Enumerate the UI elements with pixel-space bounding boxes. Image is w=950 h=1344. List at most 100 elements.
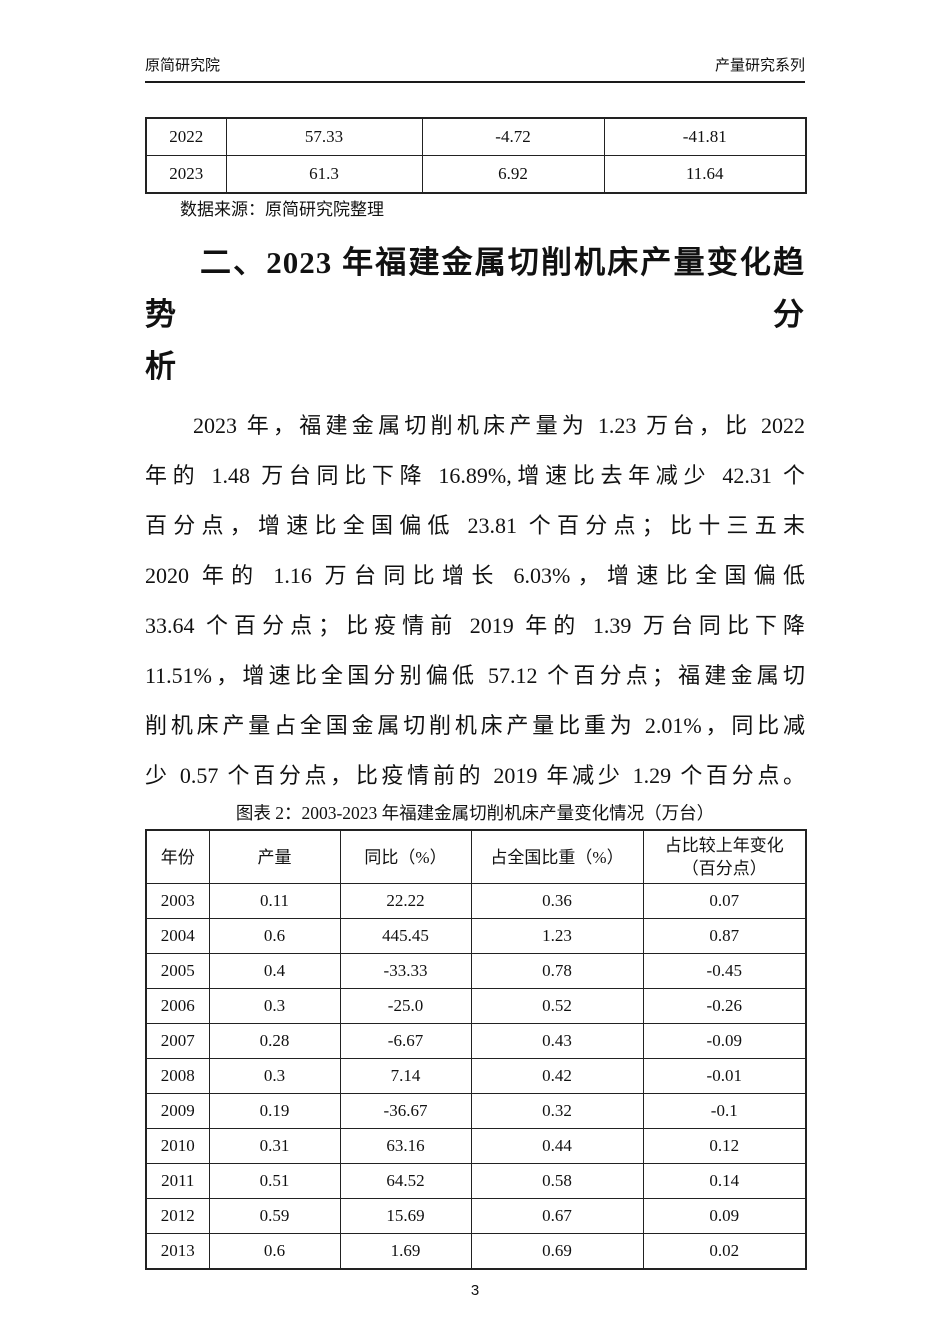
table-cell: 0.87 bbox=[642, 918, 807, 954]
table-cell: -0.09 bbox=[642, 1023, 807, 1059]
table-row: 2006 0.3 -25.0 0.52 -0.26 bbox=[145, 988, 807, 1024]
table-row: 2023 61.3 6.92 11.64 bbox=[145, 155, 807, 194]
table-cell: 0.42 bbox=[470, 1058, 644, 1094]
para-line: 2023 年，福建金属切削机床产量为 1.23 万台，比 2022 bbox=[193, 413, 805, 438]
table-cell: 2022 bbox=[145, 117, 227, 156]
table-row: 2012 0.59 15.69 0.67 0.09 bbox=[145, 1198, 807, 1234]
table-row: 2011 0.51 64.52 0.58 0.14 bbox=[145, 1163, 807, 1199]
table-cell: 64.52 bbox=[339, 1163, 472, 1199]
table-cell: -0.45 bbox=[642, 953, 807, 989]
table-header-row: 年份 产量 同比（%） 占全国比重（%） 占比较上年变化 （百分点） bbox=[145, 829, 807, 884]
table-row: 2010 0.31 63.16 0.44 0.12 bbox=[145, 1128, 807, 1164]
table-cell: 63.16 bbox=[339, 1128, 472, 1164]
body-paragraph: 2023 年，福建金属切削机床产量为 1.23 万台，比 2022 年的 1.48… bbox=[145, 401, 805, 801]
table-cell: -0.1 bbox=[642, 1093, 807, 1129]
table-cell: -36.67 bbox=[339, 1093, 472, 1129]
table-cell: 0.31 bbox=[208, 1128, 341, 1164]
table-cell: 2012 bbox=[145, 1198, 210, 1234]
table-cell: -0.26 bbox=[642, 988, 807, 1024]
heading-line: 析 bbox=[145, 349, 177, 384]
table-cell: 0.36 bbox=[470, 883, 644, 919]
table-cell: 22.22 bbox=[339, 883, 472, 919]
table-cell: -4.72 bbox=[421, 117, 605, 156]
table-cell: -0.01 bbox=[642, 1058, 807, 1094]
table-cell: 2008 bbox=[145, 1058, 210, 1094]
column-header: 产量 bbox=[208, 829, 341, 884]
column-header: 同比（%） bbox=[339, 829, 472, 884]
table-cell: 1.23 bbox=[470, 918, 644, 954]
para-line: 2020 年的 1.16 万台同比增长 6.03%，增速比全国偏低 bbox=[145, 563, 805, 588]
figure-caption: 图表 2：2003-2023 年福建金属切削机床产量变化情况（万台） bbox=[235, 803, 715, 823]
table-row: 2005 0.4 -33.33 0.78 -0.45 bbox=[145, 953, 807, 989]
table-cell: -33.33 bbox=[339, 953, 472, 989]
table-cell: 0.07 bbox=[642, 883, 807, 919]
table-cell: 61.3 bbox=[225, 155, 423, 194]
table-cell: -6.67 bbox=[339, 1023, 472, 1059]
table-cell: 2004 bbox=[145, 918, 210, 954]
table-cell: 1.69 bbox=[339, 1233, 472, 1270]
table-row: 2003 0.11 22.22 0.36 0.07 bbox=[145, 883, 807, 919]
table-cell: 2009 bbox=[145, 1093, 210, 1129]
table-cell: 2010 bbox=[145, 1128, 210, 1164]
table-row: 2004 0.6 445.45 1.23 0.87 bbox=[145, 918, 807, 954]
table-cell: 0.58 bbox=[470, 1163, 644, 1199]
header-series-name: 产量研究系列 bbox=[714, 58, 805, 74]
table-cell: 11.64 bbox=[603, 155, 807, 194]
table-cell: 0.02 bbox=[642, 1233, 807, 1270]
table-row: 2009 0.19 -36.67 0.32 -0.1 bbox=[145, 1093, 807, 1129]
table-cell: 15.69 bbox=[339, 1198, 472, 1234]
table-cell: 0.14 bbox=[642, 1163, 807, 1199]
column-header: 年份 bbox=[145, 829, 210, 884]
table-cell: 0.43 bbox=[470, 1023, 644, 1059]
table-cell: 2003 bbox=[145, 883, 210, 919]
table-cell: 0.51 bbox=[208, 1163, 341, 1199]
table-cell: 0.28 bbox=[208, 1023, 341, 1059]
table-cell: 0.11 bbox=[208, 883, 341, 919]
table-row: 2022 57.33 -4.72 -41.81 bbox=[145, 117, 807, 156]
data-source-note: 数据来源：原简研究院整理 bbox=[180, 200, 384, 219]
table-cell: 0.3 bbox=[208, 988, 341, 1024]
table-cell: 57.33 bbox=[225, 117, 423, 156]
table-row: 2007 0.28 -6.67 0.43 -0.09 bbox=[145, 1023, 807, 1059]
table-cell: 2013 bbox=[145, 1233, 210, 1270]
page-number: 3 bbox=[470, 1282, 480, 1299]
para-line: 削机床产量占全国金属切削机床产量比重为 2.01%，同比减 bbox=[145, 713, 805, 738]
table-cell: 445.45 bbox=[339, 918, 472, 954]
table-cell: 2005 bbox=[145, 953, 210, 989]
table-cell: -41.81 bbox=[603, 117, 807, 156]
table-cell: 2011 bbox=[145, 1163, 210, 1199]
para-line: 33.64 个百分点；比疫情前 2019 年的 1.39 万台同比下降 bbox=[145, 613, 805, 638]
table-row: 2008 0.3 7.14 0.42 -0.01 bbox=[145, 1058, 807, 1094]
table-cell: 0.44 bbox=[470, 1128, 644, 1164]
table-cell: 0.32 bbox=[470, 1093, 644, 1129]
table-cell: 2006 bbox=[145, 988, 210, 1024]
table-row: 2013 0.6 1.69 0.69 0.02 bbox=[145, 1233, 807, 1270]
table-cell: 0.09 bbox=[642, 1198, 807, 1234]
para-line: 百分点，增速比全国偏低 23.81 个百分点；比十三五末 bbox=[145, 513, 805, 538]
para-line: 年的 1.48 万台同比下降 16.89%,增速比去年减少 42.31 个 bbox=[145, 463, 805, 488]
table-cell: 0.59 bbox=[208, 1198, 341, 1234]
table-cell: 0.4 bbox=[208, 953, 341, 989]
table-cell: 0.67 bbox=[470, 1198, 644, 1234]
column-header: 占比较上年变化 （百分点） bbox=[642, 829, 807, 884]
table-cell: 0.69 bbox=[470, 1233, 644, 1270]
continuation-table: 2022 57.33 -4.72 -41.81 2023 61.3 6.92 11.64 bbox=[145, 117, 807, 194]
header-org-name: 原简研究院 bbox=[145, 58, 221, 74]
table-cell: 6.92 bbox=[421, 155, 605, 194]
para-line: 少 0.57 个百分点，比疫情前的 2019 年减少 1.29 个百分点。 bbox=[145, 763, 805, 788]
table-cell: 0.6 bbox=[208, 1233, 341, 1270]
column-header: 占全国比重（%） bbox=[470, 829, 644, 884]
table-cell: 0.3 bbox=[208, 1058, 341, 1094]
table-cell: 0.52 bbox=[470, 988, 644, 1024]
table-cell: 2007 bbox=[145, 1023, 210, 1059]
table-cell: 0.12 bbox=[642, 1128, 807, 1164]
table-cell: -25.0 bbox=[339, 988, 472, 1024]
table-cell: 0.19 bbox=[208, 1093, 341, 1129]
table-cell: 2023 bbox=[145, 155, 227, 194]
production-data-table: 年份 产量 同比（%） 占全国比重（%） 占比较上年变化 （百分点） 2003 0.11 2… bbox=[145, 829, 807, 1270]
table-cell: 0.6 bbox=[208, 918, 341, 954]
page-header: 原简研究院 产量研究系列 bbox=[145, 56, 805, 83]
table-cell: 7.14 bbox=[339, 1058, 472, 1094]
section-heading: 二、2023 年福建金属切削机床产量变化趋势分析 bbox=[145, 237, 805, 393]
